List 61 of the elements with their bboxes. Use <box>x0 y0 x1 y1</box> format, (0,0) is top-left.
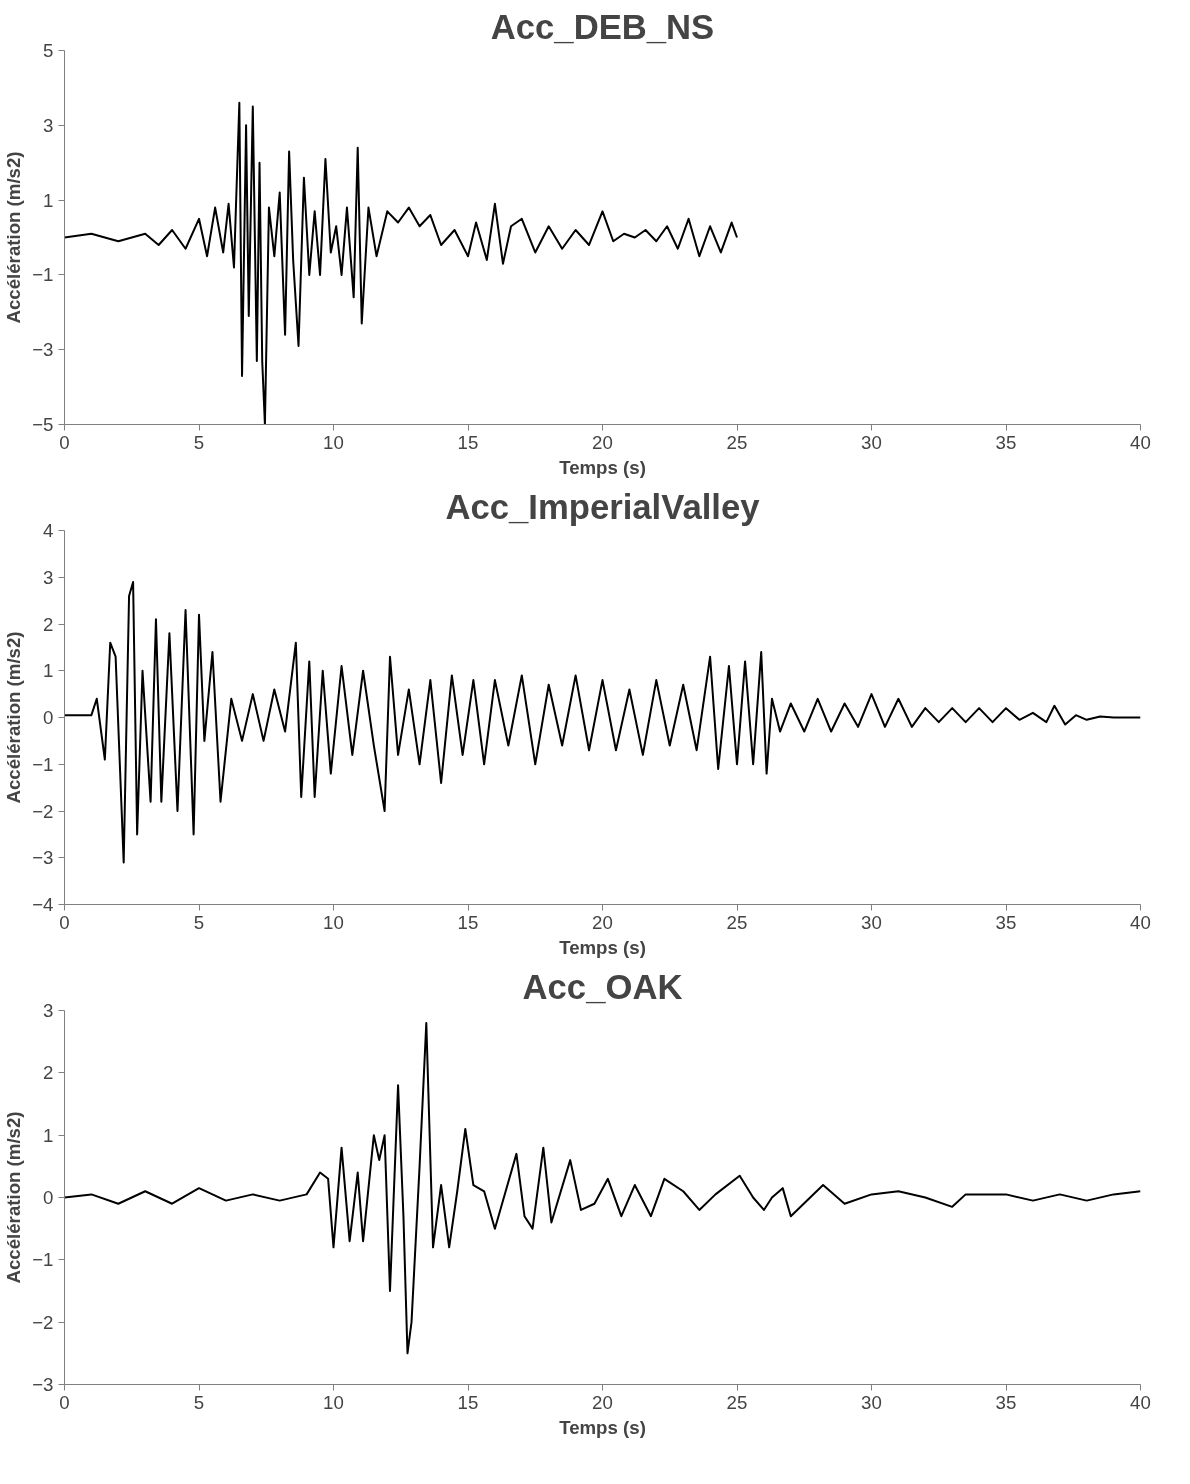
x-tick-label: 5 <box>193 1391 205 1413</box>
y-tick-label: 0 <box>43 1187 54 1208</box>
x-tick-label: 35 <box>995 431 1017 453</box>
x-tick-label: 5 <box>193 431 205 453</box>
x-tick-label: 25 <box>726 911 748 933</box>
y-tick-label: 5 <box>43 40 54 61</box>
chart-title: Acc_DEB_NS <box>490 7 715 46</box>
x-tick-label: 25 <box>726 431 748 453</box>
y-tick-label: −4 <box>32 894 54 915</box>
y-tick-label: −2 <box>32 800 54 822</box>
y-tick-label: 3 <box>43 566 54 588</box>
y-tick-label: −3 <box>32 339 54 361</box>
y-tick-label: −5 <box>32 414 54 435</box>
x-tick-label: 10 <box>323 1391 344 1413</box>
chart-title: Acc_OAK <box>522 967 683 1006</box>
x-tick-label: 15 <box>457 911 479 933</box>
y-tick-label: −2 <box>32 1311 54 1333</box>
y-tick-label: 1 <box>43 189 54 211</box>
x-tick-label: 20 <box>592 911 613 933</box>
y-axis-title: Accélération (m/s2) <box>3 631 25 804</box>
x-tick-label: 20 <box>592 431 613 453</box>
y-axis-title: Accélération (m/s2) <box>3 151 25 324</box>
x-tick-label: 40 <box>1130 1391 1151 1413</box>
x-tick-label: 10 <box>323 911 344 933</box>
x-tick-label: 20 <box>592 1391 613 1413</box>
x-tick-label: 35 <box>995 911 1017 933</box>
x-tick-label: 30 <box>861 911 882 933</box>
x-tick-label: 25 <box>726 1391 748 1413</box>
y-tick-label: 3 <box>43 114 54 136</box>
line-series <box>64 580 1141 864</box>
y-tick-label: 4 <box>43 520 54 541</box>
y-tick-label: 1 <box>43 1124 54 1146</box>
line-series <box>64 1021 1141 1355</box>
x-tick-label: 30 <box>861 431 882 453</box>
x-tick-label: 15 <box>457 1391 479 1413</box>
x-tick-label: 0 <box>59 911 70 933</box>
x-tick-label: 30 <box>861 1391 882 1413</box>
y-axis-title: Accélération (m/s2) <box>3 1111 25 1284</box>
y-tick-label: −1 <box>32 1249 54 1271</box>
x-tick-label: 5 <box>193 911 205 933</box>
x-tick-label: 15 <box>457 431 479 453</box>
y-tick-label: 2 <box>43 1062 54 1084</box>
y-tick-label: −1 <box>32 753 54 775</box>
chart-title: Acc_ImperialValley <box>445 487 761 526</box>
x-tick-label: 40 <box>1130 431 1151 453</box>
x-tick-label: 35 <box>995 1391 1017 1413</box>
y-tick-label: 2 <box>43 613 54 635</box>
y-tick-label: −1 <box>32 264 54 286</box>
x-axis-title: Temps (s) <box>559 936 646 958</box>
x-axis-title: Temps (s) <box>559 456 646 478</box>
x-tick-label: 10 <box>323 431 344 453</box>
y-tick-label: −3 <box>32 847 54 869</box>
x-tick-label: 40 <box>1130 911 1151 933</box>
y-tick-label: 1 <box>43 660 54 682</box>
y-tick-label: −3 <box>32 1374 54 1395</box>
x-axis-title: Temps (s) <box>559 1416 646 1438</box>
y-tick-label: 3 <box>43 1000 54 1021</box>
x-tick-label: 0 <box>59 1391 70 1413</box>
line-series <box>64 101 738 425</box>
x-tick-label: 0 <box>59 431 70 453</box>
y-tick-label: 0 <box>43 707 54 728</box>
